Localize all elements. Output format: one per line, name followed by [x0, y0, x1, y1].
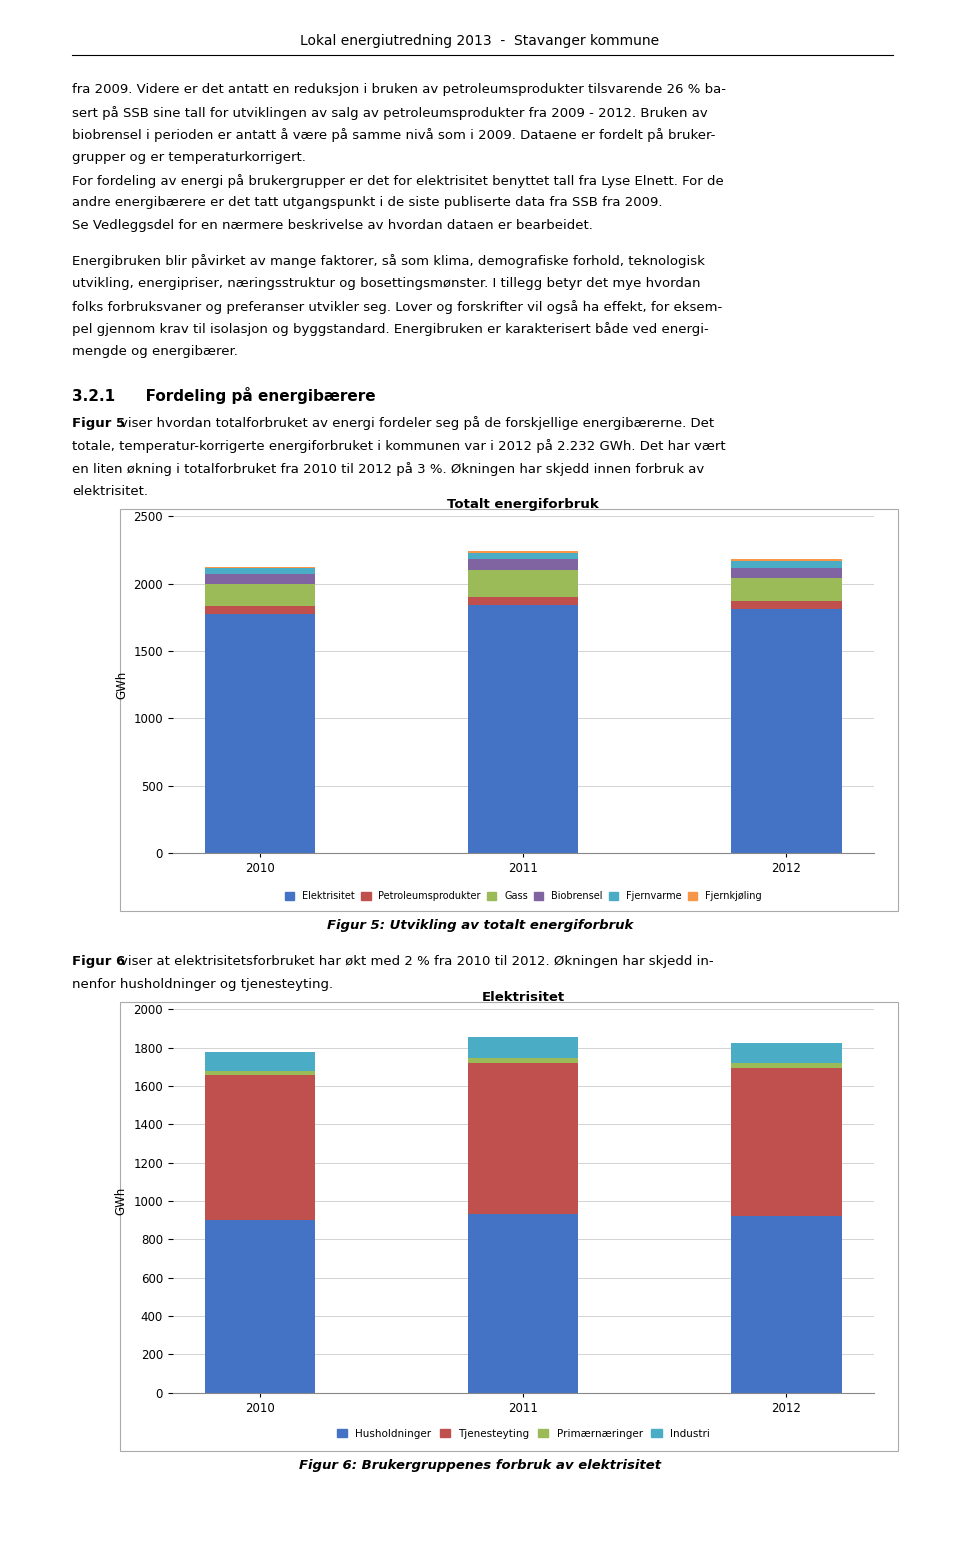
Text: viser at elektrisitetsforbruket har økt med 2 % fra 2010 til 2012. Økningen har : viser at elektrisitetsforbruket har økt …	[120, 955, 714, 967]
Text: fra 2009. Videre er det antatt en reduksjon i bruken av petroleumsprodukter tils: fra 2009. Videre er det antatt en reduks…	[72, 83, 726, 95]
Bar	[204, 606, 315, 613]
Bar	[468, 559, 579, 570]
Bar	[204, 1075, 315, 1221]
Bar	[204, 1052, 315, 1070]
Text: Energibruken blir påvirket av mange faktorer, så som klima, demografiske forhold: Energibruken blir påvirket av mange fakt…	[72, 254, 705, 268]
Title: Totalt energiforbruk: Totalt energiforbruk	[447, 498, 599, 512]
Text: andre energibærere er det tatt utgangspunkt i de siste publiserte data fra SSB f: andre energibærere er det tatt utgangspu…	[72, 196, 662, 210]
Bar	[468, 570, 579, 598]
Bar	[204, 1221, 315, 1393]
Bar	[204, 1070, 315, 1075]
Bar	[468, 552, 579, 559]
Bar	[732, 1063, 842, 1067]
Bar	[732, 1216, 842, 1393]
Bar	[468, 1214, 579, 1393]
Bar	[468, 598, 579, 606]
Text: pel gjennom krav til isolasjon og byggstandard. Energibruken er karakterisert bå: pel gjennom krav til isolasjon og byggst…	[72, 322, 708, 336]
Bar	[204, 613, 315, 853]
Text: utvikling, energipriser, næringsstruktur og bosettingsmønster. I tillegg betyr d: utvikling, energipriser, næringsstruktur…	[72, 277, 701, 290]
Text: biobrensel i perioden er antatt å være på samme nivå som i 2009. Dataene er ford: biobrensel i perioden er antatt å være p…	[72, 128, 715, 142]
Text: Figur 5: Figur 5	[72, 416, 130, 429]
Text: viser hvordan totalforbruket av energi fordeler seg på de forskjellige energibær: viser hvordan totalforbruket av energi f…	[120, 416, 714, 430]
Bar	[468, 606, 579, 853]
Bar	[732, 1067, 842, 1216]
Bar	[204, 573, 315, 584]
Bar	[732, 579, 842, 601]
Bar	[468, 1063, 579, 1214]
Text: mengde og energibærer.: mengde og energibærer.	[72, 344, 238, 358]
Bar	[732, 559, 842, 560]
Text: For fordeling av energi på brukergrupper er det for elektrisitet benyttet tall f: For fordeling av energi på brukergrupper…	[72, 174, 724, 188]
Bar	[468, 1038, 579, 1058]
Text: Se Vedleggsdel for en nærmere beskrivelse av hvordan dataen er bearbeidet.: Se Vedleggsdel for en nærmere beskrivels…	[72, 219, 593, 232]
Text: en liten økning i totalforbruket fra 2010 til 2012 på 3 %. Økningen har skjedd i: en liten økning i totalforbruket fra 201…	[72, 462, 705, 476]
Text: sert på SSB sine tall for utviklingen av salg av petroleumsprodukter fra 2009 - : sert på SSB sine tall for utviklingen av…	[72, 106, 708, 119]
Text: elektrisitet.: elektrisitet.	[72, 485, 148, 498]
Y-axis label: GWh: GWh	[115, 670, 128, 698]
Text: grupper og er temperaturkorrigert.: grupper og er temperaturkorrigert.	[72, 150, 306, 164]
Text: 3.2.1  Fordeling på energibærere: 3.2.1 Fordeling på energibærere	[72, 387, 375, 404]
Bar	[732, 609, 842, 853]
Bar	[204, 584, 315, 606]
Text: Figur 6: Brukergruppenes forbruk av elektrisitet: Figur 6: Brukergruppenes forbruk av elek…	[299, 1459, 661, 1471]
Text: nenfor husholdninger og tjenesteyting.: nenfor husholdninger og tjenesteyting.	[72, 978, 333, 991]
Bar	[204, 568, 315, 573]
Legend: Elektrisitet, Petroleumsprodukter, Gass, Biobrensel, Fjernvarme, Fjernkjøling: Elektrisitet, Petroleumsprodukter, Gass,…	[285, 892, 761, 901]
Text: totale, temperatur-korrigerte energiforbruket i kommunen var i 2012 på 2.232 GWh: totale, temperatur-korrigerte energiforb…	[72, 440, 726, 454]
Bar	[468, 551, 579, 552]
Y-axis label: GWh: GWh	[115, 1186, 128, 1214]
Bar	[732, 560, 842, 568]
Bar	[732, 1042, 842, 1063]
Text: Figur 6: Figur 6	[72, 955, 130, 967]
Text: Figur 5: Utvikling av totalt energiforbruk: Figur 5: Utvikling av totalt energiforbr…	[326, 919, 634, 931]
Title: Elektrisitet: Elektrisitet	[482, 991, 564, 1005]
Bar	[468, 1058, 579, 1063]
Bar	[732, 568, 842, 579]
Legend: Husholdninger, Tjenesteyting, Primærnæringer, Industri: Husholdninger, Tjenesteyting, Primærnæri…	[337, 1429, 709, 1438]
Text: Lokal energiutredning 2013  -  Stavanger kommune: Lokal energiutredning 2013 - Stavanger k…	[300, 34, 660, 49]
Text: folks forbruksvaner og preferanser utvikler seg. Lover og forskrifter vil også h: folks forbruksvaner og preferanser utvik…	[72, 299, 722, 313]
Bar	[732, 601, 842, 609]
